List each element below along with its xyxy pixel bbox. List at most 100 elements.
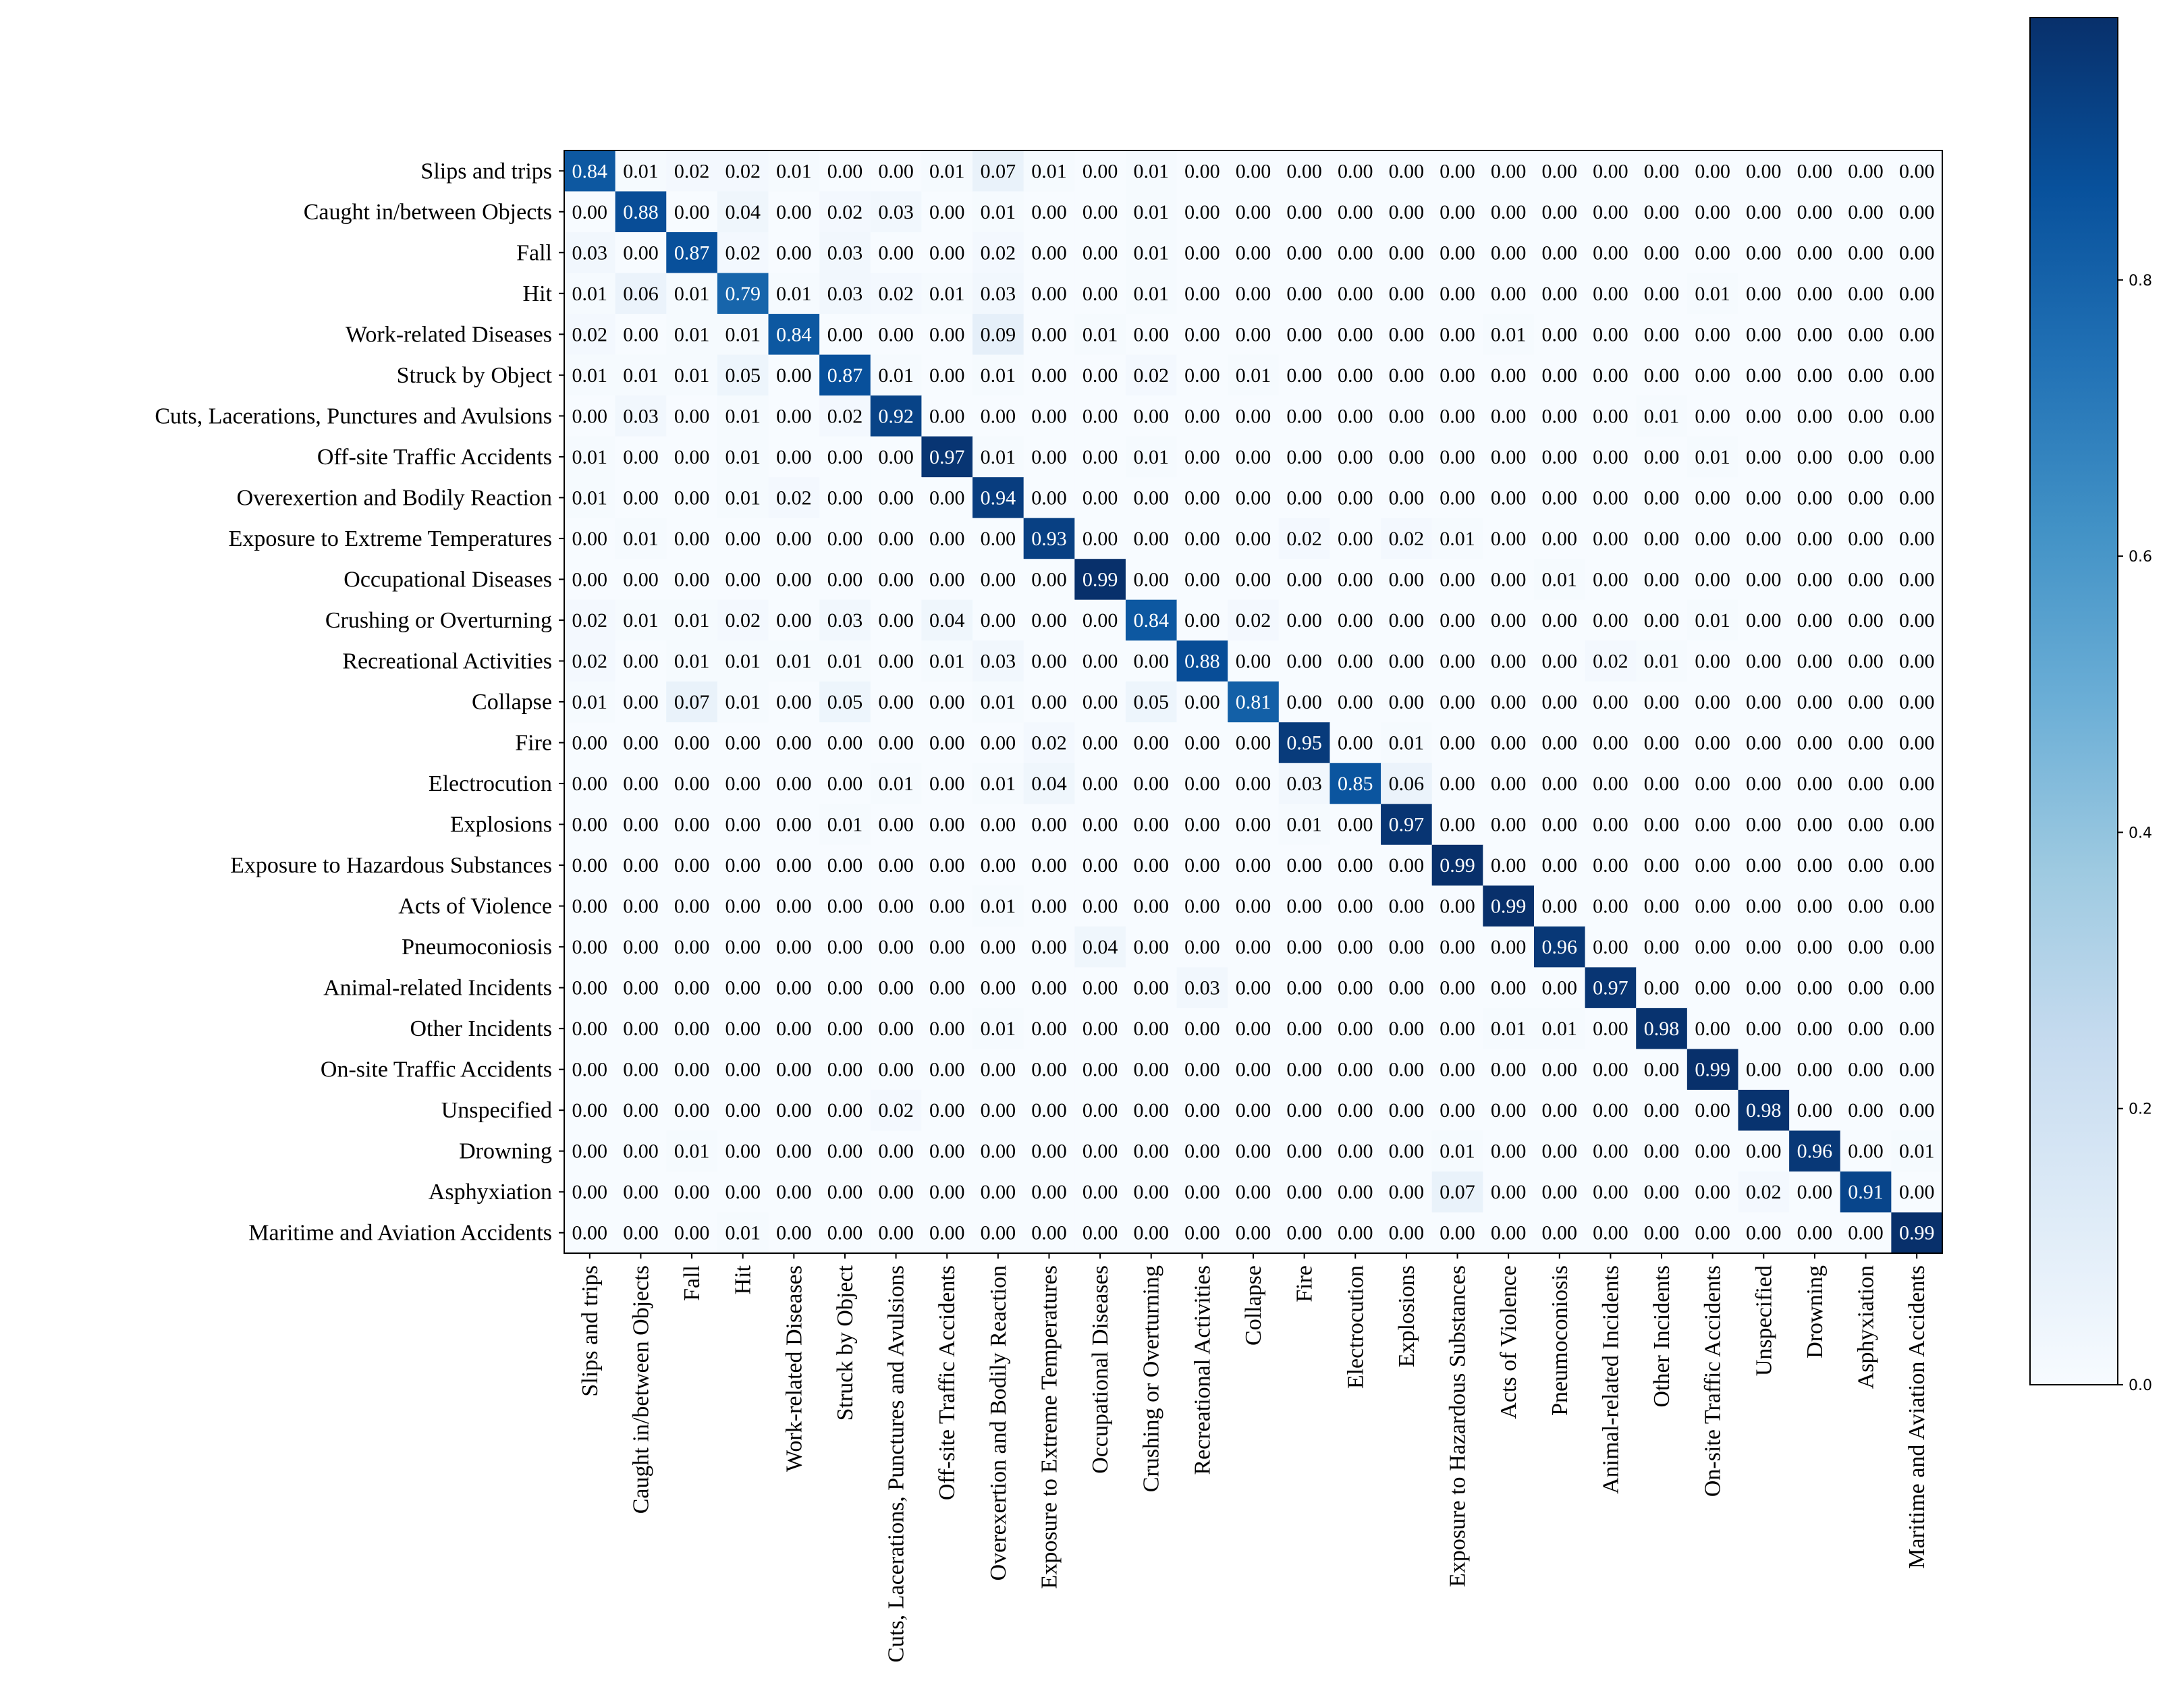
heatmap-cell — [870, 559, 923, 601]
heatmap-cell — [1431, 1212, 1483, 1254]
heatmap-cell — [1176, 1089, 1228, 1132]
cell-value-label: 0.00 — [1644, 446, 1680, 468]
heatmap-cell — [1023, 232, 1075, 274]
cell-value-label: 0.00 — [674, 1222, 710, 1244]
heatmap-cell — [1228, 763, 1280, 804]
cell-value-label: 0.00 — [1133, 1140, 1169, 1163]
cell-value-label: 0.00 — [1184, 446, 1220, 468]
cell-value-label: 0.00 — [981, 528, 1016, 550]
cell-value-label: 0.00 — [572, 568, 608, 590]
cell-value-label: 0.98 — [1644, 1018, 1680, 1040]
heatmap-cell — [1533, 844, 1586, 886]
cell-value-label: 0.04 — [725, 201, 761, 223]
cell-value-label: 0.00 — [674, 732, 710, 754]
cell-value-label: 0.00 — [674, 446, 710, 468]
cell-value-label: 0.00 — [1695, 364, 1730, 387]
heatmap-cell — [1585, 681, 1637, 723]
y-tick-label: Maritime and Aviation Accidents — [248, 1221, 552, 1246]
heatmap-cell — [1431, 150, 1483, 192]
cell-value-label: 0.00 — [827, 854, 863, 877]
heatmap-cell — [1330, 518, 1381, 559]
heatmap-cell — [615, 1049, 667, 1091]
heatmap-cell — [1431, 844, 1483, 886]
heatmap-cell — [1483, 763, 1535, 804]
heatmap-cell — [768, 1049, 820, 1091]
heatmap-cell — [768, 395, 820, 437]
cell-value-label: 0.00 — [674, 1181, 710, 1203]
cell-value-label: 0.00 — [1184, 528, 1220, 550]
x-tick-label: Animal-related Incidents — [1598, 1265, 1623, 1494]
heatmap-cell — [1789, 722, 1841, 764]
cell-value-label: 0.00 — [1491, 814, 1527, 836]
cell-value-label: 0.00 — [1389, 364, 1425, 387]
cell-value-label: 0.00 — [1593, 160, 1628, 182]
heatmap-cell — [1023, 1212, 1075, 1254]
x-tick-label: Recreational Activities — [1190, 1265, 1215, 1475]
heatmap-cell — [1483, 477, 1535, 519]
heatmap-cell — [972, 477, 1024, 519]
cell-value-label: 0.00 — [1236, 1181, 1271, 1203]
cell-value-label: 0.00 — [1440, 405, 1475, 427]
heatmap-cell — [1278, 1171, 1331, 1213]
heatmap-cell — [1636, 1130, 1688, 1172]
x-tick-label: Asphyxiation — [1854, 1265, 1879, 1389]
cell-value-label: 0.00 — [725, 854, 761, 877]
cell-value-label: 0.00 — [725, 1140, 761, 1163]
heatmap-cell — [1483, 967, 1535, 1009]
heatmap-cell — [1585, 1212, 1637, 1254]
cell-value-label: 0.00 — [1082, 446, 1118, 468]
heatmap-cell — [564, 967, 616, 1009]
heatmap-cell — [1840, 599, 1892, 641]
cell-value-label: 0.00 — [1695, 160, 1730, 182]
cell-value-label: 0.00 — [1184, 283, 1220, 305]
cell-value-label: 0.00 — [1133, 732, 1169, 754]
cell-value-label: 0.00 — [725, 814, 761, 836]
cell-value-label: 0.99 — [1082, 568, 1118, 590]
cell-value-label: 0.01 — [1082, 323, 1118, 346]
cell-value-label: 0.00 — [572, 201, 608, 223]
cell-value-label: 0.00 — [1542, 773, 1578, 795]
heatmap-cell — [1431, 1049, 1483, 1091]
cell-value-label: 0.01 — [827, 814, 863, 836]
heatmap-cell — [615, 150, 667, 192]
heatmap-cell — [666, 1089, 718, 1132]
cell-value-label: 0.00 — [1440, 609, 1475, 632]
heatmap-cell — [1278, 395, 1331, 437]
cell-value-label: 0.00 — [1286, 896, 1322, 918]
heatmap-cell — [1483, 804, 1535, 846]
heatmap-cell — [1074, 599, 1126, 641]
cell-value-label: 0.01 — [776, 160, 812, 182]
heatmap-cell — [921, 1089, 973, 1132]
cell-value-label: 0.00 — [1031, 1099, 1067, 1122]
heatmap-cell — [1023, 150, 1075, 192]
cell-value-label: 0.00 — [1593, 1222, 1628, 1244]
cell-value-label: 0.00 — [1286, 854, 1322, 877]
heatmap-cell — [972, 518, 1024, 559]
heatmap-cell — [819, 1130, 871, 1172]
cell-value-label: 0.00 — [1082, 896, 1118, 918]
cell-value-label: 0.00 — [572, 1059, 608, 1081]
cell-value-label: 0.00 — [1440, 732, 1475, 754]
cell-value-label: 0.00 — [1746, 446, 1782, 468]
cell-value-label: 0.00 — [1899, 283, 1935, 305]
y-tick-label: Overexertion and Bodily Reaction — [237, 485, 552, 510]
heatmap-cell — [615, 967, 667, 1009]
cell-value-label: 0.01 — [981, 773, 1016, 795]
heatmap-cell — [1278, 640, 1331, 682]
heatmap-cell — [1891, 1171, 1943, 1213]
heatmap-cell — [1636, 763, 1688, 804]
cell-value-label: 0.02 — [1031, 732, 1067, 754]
heatmap-cell — [1687, 232, 1739, 274]
cell-value-label: 0.02 — [878, 1099, 914, 1122]
heatmap-cell — [564, 844, 616, 886]
heatmap-cell — [717, 926, 769, 968]
cell-value-label: 0.00 — [1695, 977, 1730, 999]
cell-value-label: 0.00 — [1440, 1222, 1475, 1244]
heatmap-cell — [1176, 1130, 1228, 1172]
cell-value-label: 0.01 — [725, 691, 761, 713]
cell-value-label: 0.00 — [1286, 1181, 1322, 1203]
cell-value-label: 0.00 — [1389, 936, 1425, 958]
heatmap-cell — [1738, 926, 1790, 968]
cell-value-label: 0.00 — [1184, 242, 1220, 264]
heatmap-cell — [564, 1212, 616, 1254]
